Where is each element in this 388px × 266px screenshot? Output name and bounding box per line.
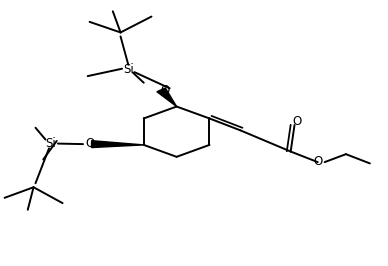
Polygon shape bbox=[157, 88, 177, 107]
Polygon shape bbox=[92, 141, 144, 148]
Text: Si: Si bbox=[123, 63, 133, 76]
Text: O: O bbox=[85, 137, 95, 150]
Text: O: O bbox=[313, 155, 322, 168]
Text: O: O bbox=[292, 115, 301, 128]
Text: O: O bbox=[160, 84, 170, 97]
Text: Si: Si bbox=[45, 137, 56, 150]
